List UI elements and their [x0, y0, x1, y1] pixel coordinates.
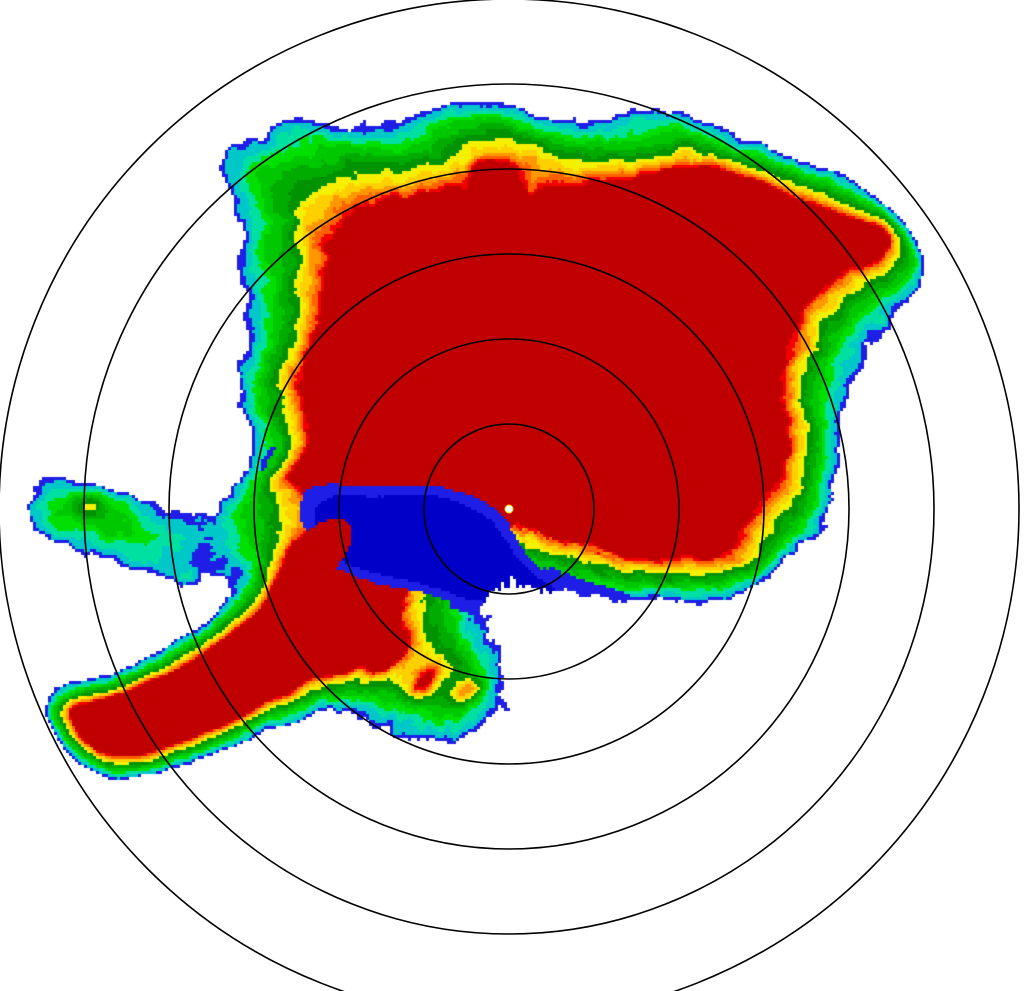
radar-site-marker — [505, 505, 513, 513]
